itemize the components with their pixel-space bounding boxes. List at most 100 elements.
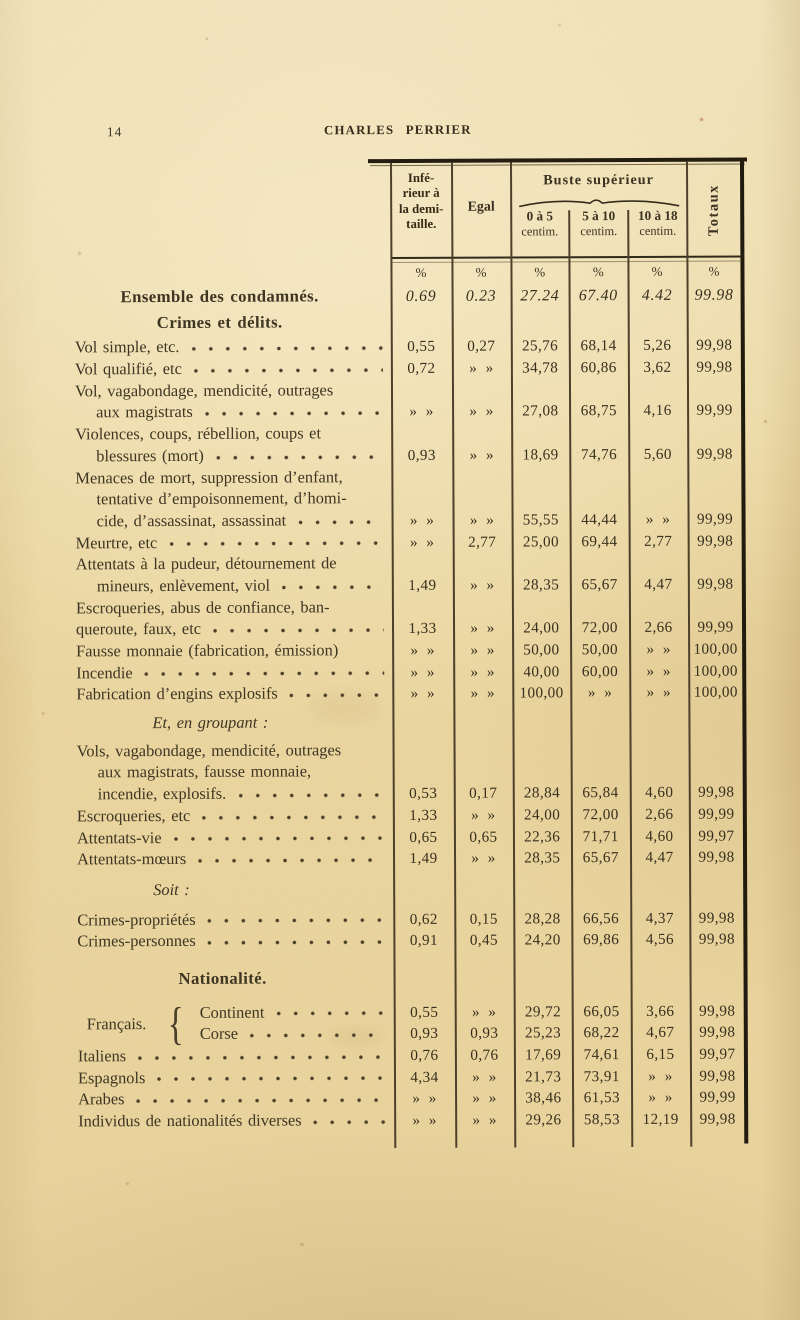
- cell-0a5: 25,76: [521, 337, 559, 355]
- cell-0a5: 25,00: [522, 532, 560, 551]
- cell-5a10: 66,05: [583, 1002, 620, 1020]
- cell-5a10: 72,00: [582, 805, 619, 824]
- cell-egal: » »: [470, 684, 496, 703]
- cell-inferieur: 0,93: [407, 446, 436, 464]
- row-label: Arabes: [78, 1089, 125, 1109]
- row-label: Vol simple, etc.: [74, 337, 180, 357]
- dot-leader: [276, 1011, 386, 1016]
- column-header-inferieur: Infé- rieur à la demi- taille.: [391, 171, 451, 233]
- cell-10a18: » »: [645, 510, 671, 528]
- cell-egal: » »: [470, 663, 495, 681]
- cell-totaux: 99,99: [696, 401, 733, 420]
- cell-5a10: 69,86: [583, 931, 620, 949]
- cell-5a10: 44,44: [581, 510, 618, 529]
- table-row: Fabrication d’engins explosifs » » » » 100,…: [0, 681, 743, 706]
- row-label: Ensemble des condamnés.: [120, 286, 319, 307]
- cell-0a5: 100,00: [519, 684, 564, 702]
- cell-totaux: 100,00: [693, 683, 738, 702]
- cell-inferieur: » »: [410, 641, 435, 659]
- buste-subheaders: 0 à 5 centim. 5 à 10 centim. 10 à 18 cen…: [510, 208, 687, 240]
- cell-0a5: 28,35: [524, 849, 561, 867]
- cell-0a5: 27,08: [522, 402, 559, 420]
- cell-inferieur: 1,49: [409, 850, 438, 868]
- table-row: Individus de nationalités diverses » » » »…: [2, 1108, 745, 1133]
- table-row: Crimes-personnes 0,91 0,45 24,20 69,86 4,56 99…: [1, 928, 744, 953]
- cell-5a10: 67.40: [578, 287, 618, 305]
- unit-label: centim.: [580, 223, 618, 238]
- percent-sign: %: [592, 264, 604, 280]
- row-label: Vol, vagabondage, mendicité, outrages: [74, 380, 334, 401]
- row-label: tentative d’empoisonnement, d’homi-: [96, 488, 347, 509]
- cell-totaux: 99,99: [697, 618, 734, 637]
- section-heading-soit: Soit :: [1, 876, 744, 901]
- section-label: Nationalité.: [178, 968, 267, 988]
- table-row: mineurs, enlèvement, viol 1,49 » » 28,35 65,…: [0, 572, 743, 597]
- cell-totaux: 99,97: [698, 827, 735, 845]
- range-label: 5 à 10: [582, 208, 616, 224]
- cell-10a18: 4,47: [644, 575, 673, 593]
- cell-totaux: 99,99: [698, 805, 735, 823]
- cell-totaux: 99,98: [698, 930, 736, 948]
- row-label: Individus de nationalités diverses: [78, 1110, 302, 1131]
- table-row: Attentats-mœurs 1,49 » » 28,35 65,67 4,47 99,9…: [1, 846, 744, 871]
- cell-10a18: » »: [646, 640, 671, 658]
- dot-leader: [173, 836, 385, 842]
- cell-egal: » »: [472, 1068, 497, 1086]
- cell-inferieur: 0.69: [405, 287, 437, 305]
- cell-egal: » »: [469, 511, 495, 529]
- percent-sign: %: [708, 263, 720, 279]
- column-header-egal: Egal: [467, 199, 495, 215]
- row-label: Crimes-personnes: [77, 931, 196, 951]
- dot-leader: [136, 1098, 387, 1104]
- dot-leader: [193, 367, 383, 373]
- cell-totaux: 99,98: [696, 358, 733, 376]
- table-row: Vol qualifié, etc 0,72 » » 34,78 60,86 3,62 99…: [0, 356, 742, 381]
- column-group-buste-superieur: Buste supérieur: [543, 171, 654, 189]
- cell-0a5: 24,00: [523, 806, 561, 824]
- percent-row: % % % % % %: [390, 264, 741, 282]
- section-label: Soit :: [153, 879, 190, 899]
- table-top-border: [367, 157, 748, 163]
- cell-inferieur: 0,93: [410, 1025, 439, 1043]
- cell-5a10: » »: [587, 684, 613, 702]
- table-row: Vol simple, etc. 0,55 0,27 25,76 68,14 5,26 99…: [0, 334, 742, 359]
- table-row: Espagnols 4,34 » » 21,73 73,91 » » 99,98: [2, 1064, 745, 1089]
- cell-inferieur: » »: [412, 1111, 437, 1130]
- cell-totaux: 100,00: [693, 662, 738, 680]
- row-label: incendie, explosifs.: [97, 783, 227, 804]
- section-heading-groupant: Et, en groupant :: [0, 710, 743, 735]
- row-label: Espagnols: [77, 1067, 146, 1088]
- cell-egal: » »: [471, 1003, 497, 1021]
- cell-inferieur: » »: [410, 663, 435, 681]
- row-label: Meurtre, etc: [75, 532, 158, 552]
- cell-10a18: 5,60: [643, 445, 672, 463]
- row-label: Menaces de mort, suppression d’enfant,: [75, 466, 343, 487]
- header-line: rieur à: [402, 186, 440, 201]
- row-label: aux magistrats: [96, 402, 193, 422]
- cell-inferieur: » »: [410, 685, 436, 703]
- table-header-rule-thin: [390, 260, 742, 263]
- cell-inferieur: 1,33: [408, 620, 437, 638]
- table-row: Attentats-vie 0,65 0,65 22,36 71,71 4,60 99,97: [1, 824, 744, 849]
- percent-sign: %: [534, 264, 546, 280]
- cell-10a18: 2,66: [645, 805, 674, 823]
- table-row-ensemble: Ensemble des condamnés. 0.69 0.23 27.24 67.4…: [0, 284, 742, 309]
- cell-totaux: 99,98: [699, 1023, 736, 1042]
- cell-inferieur: 0,65: [409, 828, 438, 846]
- dot-leader: [215, 454, 384, 460]
- cell-0a5: 22,36: [524, 827, 561, 845]
- row-label: Continent: [199, 1002, 265, 1022]
- cell-5a10: 65,67: [581, 575, 618, 594]
- cell-0a5: 24,00: [523, 619, 560, 637]
- cell-totaux: 99,99: [696, 510, 734, 528]
- dot-leader: [202, 814, 385, 820]
- cell-0a5: 28,28: [524, 909, 561, 928]
- row-label: Violences, coups, rébellion, coups et: [75, 423, 322, 444]
- percent-sign: %: [651, 263, 663, 279]
- cell-10a18: » »: [648, 1089, 673, 1107]
- cell-10a18: » »: [648, 1067, 673, 1085]
- cell-0a5: 25,23: [524, 1024, 562, 1042]
- percent-sign: %: [475, 264, 487, 280]
- section-label: Crimes et délits.: [156, 312, 283, 332]
- row-label: Italiens: [77, 1046, 127, 1066]
